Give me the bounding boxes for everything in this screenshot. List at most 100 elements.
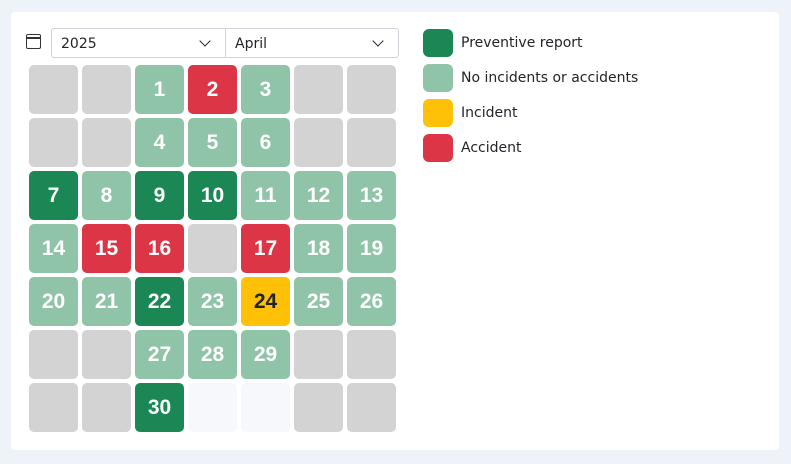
calendar-day-number: 16 (147, 236, 172, 260)
calendar-empty-cell (188, 383, 237, 432)
legend-item-accident: Accident (423, 133, 638, 162)
calendar-empty-cell (294, 118, 343, 167)
calendar-day-8[interactable]: 8 (82, 171, 131, 220)
calendar-empty-cell (29, 65, 78, 114)
calendar-day-20[interactable]: 20 (29, 277, 78, 326)
calendar-day-1[interactable]: 1 (135, 65, 184, 114)
calendar-day-3[interactable]: 3 (241, 65, 290, 114)
calendar-day-23[interactable]: 23 (188, 277, 237, 326)
calendar-day-number: 2 (206, 77, 219, 101)
legend: Preventive report No incidents or acciden… (423, 28, 638, 168)
legend-swatch (423, 133, 453, 162)
calendar-day-number: 23 (200, 289, 225, 313)
calendar-day-2[interactable]: 2 (188, 65, 237, 114)
calendar-day-number: 27 (147, 342, 172, 366)
legend-label: Preventive report (461, 34, 583, 51)
calendar-day-19[interactable]: 19 (347, 224, 396, 273)
calendar-grid: 1 2 3 4 5 6 7 8 9 10 11 12 13 14 15 16 17 18 19 20 21 22 23 24 2… (29, 65, 396, 432)
calendar-empty-cell (29, 383, 78, 432)
calendar-empty-cell (347, 330, 396, 379)
calendar-day-number: 20 (41, 289, 66, 313)
calendar-day-number: 10 (200, 183, 225, 207)
calendar-day-number: 9 (153, 183, 166, 207)
calendar-empty-cell (347, 383, 396, 432)
calendar-day-number: 8 (100, 183, 113, 207)
month-select[interactable]: April (225, 28, 399, 58)
calendar-day-14[interactable]: 14 (29, 224, 78, 273)
calendar-day-number: 22 (147, 289, 172, 313)
calendar-day-number: 18 (306, 236, 331, 260)
calendar-day-17[interactable]: 17 (241, 224, 290, 273)
calendar-day-number: 3 (259, 77, 272, 101)
calendar-day-15[interactable]: 15 (82, 224, 131, 273)
calendar-day-27[interactable]: 27 (135, 330, 184, 379)
calendar-empty-cell (294, 383, 343, 432)
legend-item-none: No incidents or accidents (423, 63, 638, 92)
calendar-empty-cell (82, 383, 131, 432)
calendar-day-29[interactable]: 29 (241, 330, 290, 379)
legend-label: No incidents or accidents (461, 69, 639, 86)
calendar-day-number: 26 (359, 289, 384, 313)
calendar-day-number: 29 (253, 342, 278, 366)
legend-label: Incident (461, 104, 518, 121)
chevron-down-icon (372, 35, 384, 47)
calendar-day-number: 13 (359, 183, 384, 207)
calendar-day-5[interactable]: 5 (188, 118, 237, 167)
calendar-empty-cell (294, 65, 343, 114)
calendar-empty-cell (294, 330, 343, 379)
calendar-day-number: 25 (306, 289, 331, 313)
calendar-empty-cell (347, 65, 396, 114)
calendar-day-number: 24 (253, 289, 278, 313)
legend-swatch (423, 98, 453, 127)
calendar-day-number: 30 (147, 395, 172, 419)
calendar-day-number: 28 (200, 342, 225, 366)
calendar-day-25[interactable]: 25 (294, 277, 343, 326)
calendar-day-16[interactable]: 16 (135, 224, 184, 273)
calendar-day-21[interactable]: 21 (82, 277, 131, 326)
calendar-day-number: 14 (41, 236, 66, 260)
calendar-empty-cell (29, 330, 78, 379)
calendar-empty-cell (29, 118, 78, 167)
calendar-day-12[interactable]: 12 (294, 171, 343, 220)
calendar-day-number: 4 (153, 130, 166, 154)
calendar-empty-cell (347, 118, 396, 167)
calendar-day-26[interactable]: 26 (347, 277, 396, 326)
calendar-day-9[interactable]: 9 (135, 171, 184, 220)
month-select-value: April (235, 36, 267, 52)
calendar-day-number: 7 (47, 183, 60, 207)
calendar-day-10[interactable]: 10 (188, 171, 237, 220)
legend-swatch (423, 63, 453, 92)
legend-item-incident: Incident (423, 98, 638, 127)
year-select-value: 2025 (61, 36, 97, 52)
calendar-day-30[interactable]: 30 (135, 383, 184, 432)
calendar-day-number: 19 (359, 236, 384, 260)
calendar-day-22[interactable]: 22 (135, 277, 184, 326)
calendar-day-number: 17 (253, 236, 278, 260)
calendar-day-number: 11 (254, 183, 277, 207)
calendar-day-number: 21 (94, 289, 119, 313)
legend-item-preventive: Preventive report (423, 28, 638, 57)
calendar-empty-cell (82, 330, 131, 379)
calendar-empty-cell (188, 224, 237, 273)
calendar-day-number: 15 (94, 236, 119, 260)
calendar-day-6[interactable]: 6 (241, 118, 290, 167)
calendar-day-11[interactable]: 11 (241, 171, 290, 220)
calendar-day-7[interactable]: 7 (29, 171, 78, 220)
calendar-day-number: 1 (153, 77, 166, 101)
legend-label: Accident (461, 139, 522, 156)
calendar-day-number: 6 (259, 130, 272, 154)
year-select[interactable]: 2025 (51, 28, 226, 58)
calendar-icon (26, 34, 41, 49)
calendar-day-number: 5 (206, 130, 219, 154)
calendar-day-24[interactable]: 24 (241, 277, 290, 326)
calendar-empty-cell (241, 383, 290, 432)
calendar-empty-cell (82, 65, 131, 114)
calendar-day-13[interactable]: 13 (347, 171, 396, 220)
calendar-empty-cell (82, 118, 131, 167)
calendar-day-18[interactable]: 18 (294, 224, 343, 273)
calendar-day-4[interactable]: 4 (135, 118, 184, 167)
calendar-day-number: 12 (306, 183, 331, 207)
legend-swatch (423, 28, 453, 57)
calendar-day-28[interactable]: 28 (188, 330, 237, 379)
chevron-down-icon (199, 35, 211, 47)
